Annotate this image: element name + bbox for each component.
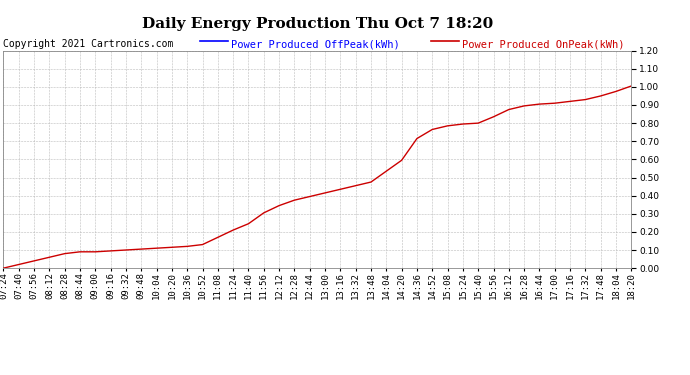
Text: Daily Energy Production Thu Oct 7 18:20: Daily Energy Production Thu Oct 7 18:20 xyxy=(141,17,493,31)
Text: Power Produced OffPeak(kWh): Power Produced OffPeak(kWh) xyxy=(231,39,400,50)
Text: Copyright 2021 Cartronics.com: Copyright 2021 Cartronics.com xyxy=(3,39,174,50)
Text: Power Produced OnPeak(kWh): Power Produced OnPeak(kWh) xyxy=(462,39,625,50)
